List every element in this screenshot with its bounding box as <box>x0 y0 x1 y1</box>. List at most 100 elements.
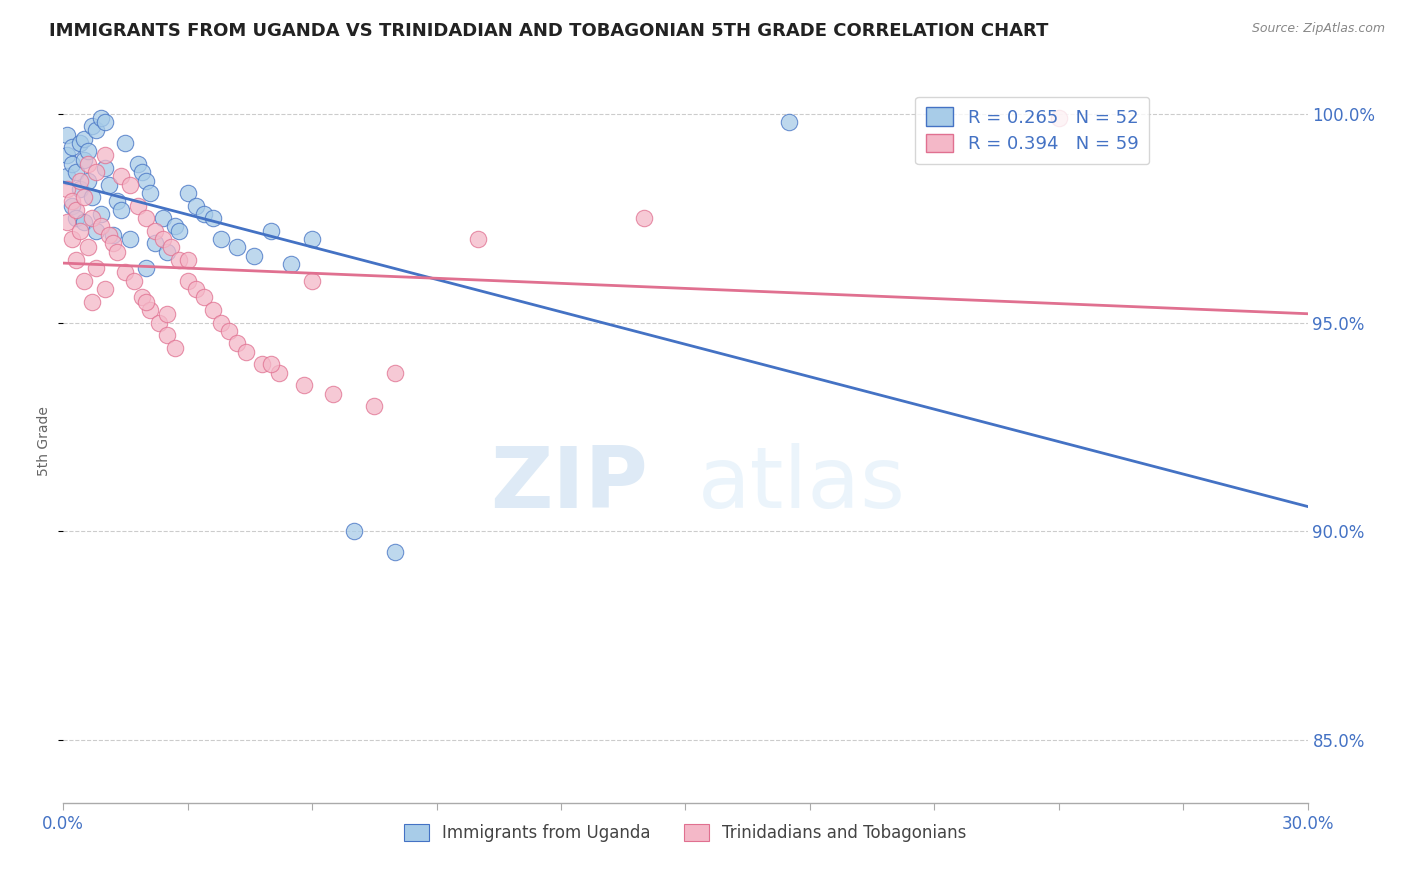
Point <box>135 173 157 187</box>
Point <box>90 219 112 234</box>
Point <box>86 165 108 179</box>
Point <box>73 190 96 204</box>
Text: IMMIGRANTS FROM UGANDA VS TRINIDADIAN AND TOBAGONIAN 5TH GRADE CORRELATION CHART: IMMIGRANTS FROM UGANDA VS TRINIDADIAN AN… <box>49 22 1049 40</box>
Point <box>131 290 153 304</box>
Point <box>82 294 104 309</box>
Point <box>235 344 257 359</box>
Point <box>169 252 191 267</box>
Point <box>118 232 141 246</box>
Point <box>110 169 132 184</box>
Point <box>56 215 79 229</box>
Point <box>93 161 117 175</box>
Point <box>301 232 323 246</box>
Text: ZIP: ZIP <box>491 443 648 526</box>
Point <box>93 148 117 162</box>
Point <box>209 316 232 330</box>
Point <box>384 545 406 559</box>
Point <box>633 211 655 226</box>
Point <box>218 324 240 338</box>
Point <box>77 145 100 159</box>
Point <box>131 165 153 179</box>
Point <box>60 232 83 246</box>
Legend: Immigrants from Uganda, Trinidadians and Tobagonians: Immigrants from Uganda, Trinidadians and… <box>398 817 973 848</box>
Point <box>82 190 104 204</box>
Point <box>105 244 128 259</box>
Point <box>60 157 83 171</box>
Point <box>65 202 87 217</box>
Point <box>93 115 117 129</box>
Point <box>97 227 120 242</box>
Point <box>384 366 406 380</box>
Point <box>77 240 100 254</box>
Point <box>65 211 87 226</box>
Point <box>260 357 283 371</box>
Point <box>152 232 174 246</box>
Point <box>65 165 87 179</box>
Point <box>143 224 166 238</box>
Y-axis label: 5th Grade: 5th Grade <box>38 407 52 476</box>
Point <box>193 207 215 221</box>
Point <box>226 240 249 254</box>
Point <box>165 341 187 355</box>
Point <box>184 282 207 296</box>
Point <box>56 148 79 162</box>
Point <box>86 261 108 276</box>
Point <box>60 140 83 154</box>
Point <box>243 249 266 263</box>
Point <box>292 378 315 392</box>
Point <box>101 236 124 251</box>
Point <box>139 186 162 200</box>
Point <box>1047 111 1070 125</box>
Point <box>177 252 200 267</box>
Point <box>90 207 112 221</box>
Point <box>467 232 489 246</box>
Point <box>209 232 232 246</box>
Point <box>56 169 79 184</box>
Point <box>156 307 179 321</box>
Point <box>201 303 224 318</box>
Point <box>301 274 323 288</box>
Point <box>86 224 108 238</box>
Point <box>201 211 224 226</box>
Point <box>778 115 800 129</box>
Point <box>127 157 149 171</box>
Point <box>86 123 108 137</box>
Point <box>93 282 117 296</box>
Point <box>110 202 132 217</box>
Point <box>77 173 100 187</box>
Point <box>90 111 112 125</box>
Point <box>135 211 157 226</box>
Point <box>56 182 79 196</box>
Point <box>82 120 104 134</box>
Point <box>97 178 120 192</box>
Point <box>69 173 91 187</box>
Text: atlas: atlas <box>697 443 905 526</box>
Point <box>69 182 91 196</box>
Point <box>101 227 124 242</box>
Point <box>73 215 96 229</box>
Point <box>156 328 179 343</box>
Point <box>169 224 191 238</box>
Point <box>260 224 283 238</box>
Point <box>143 236 166 251</box>
Point <box>65 252 87 267</box>
Point <box>343 524 366 539</box>
Point <box>77 157 100 171</box>
Point <box>118 178 141 192</box>
Point <box>135 294 157 309</box>
Point <box>160 240 183 254</box>
Point <box>60 194 83 209</box>
Point <box>152 211 174 226</box>
Point <box>148 316 170 330</box>
Point <box>114 136 136 150</box>
Point <box>114 265 136 279</box>
Point <box>127 198 149 212</box>
Point <box>82 211 104 226</box>
Point <box>105 194 128 209</box>
Point <box>122 274 145 288</box>
Point <box>56 128 79 142</box>
Point <box>177 186 200 200</box>
Point <box>73 274 96 288</box>
Point <box>69 136 91 150</box>
Text: Source: ZipAtlas.com: Source: ZipAtlas.com <box>1251 22 1385 36</box>
